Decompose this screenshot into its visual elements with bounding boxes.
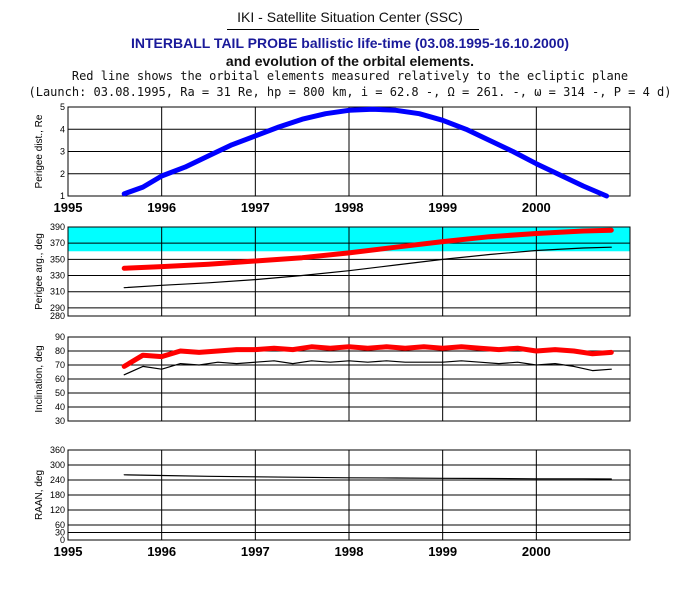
- x-tick-label: 1995: [54, 544, 83, 559]
- y-tick-label: 40: [55, 402, 65, 412]
- y-tick-label: 90: [55, 332, 65, 342]
- y-tick-label: 80: [55, 346, 65, 356]
- y-tick-label: 330: [50, 271, 65, 281]
- y-tick-label: 180: [50, 490, 65, 500]
- x-tick-label: 1997: [241, 200, 270, 215]
- y-axis-label: Inclination, deg: [34, 345, 45, 412]
- note-line: Red line shows the orbital elements meas…: [71, 69, 629, 83]
- y-tick-label: 370: [50, 238, 65, 248]
- plot-frame: [67, 106, 631, 197]
- y-tick-label: 70: [55, 360, 65, 370]
- y-tick-label: 280: [50, 311, 65, 321]
- plot-frame: [67, 449, 631, 541]
- plot-frame: [67, 226, 631, 317]
- series-line-black: [123, 474, 612, 480]
- y-tick-label: 390: [50, 222, 65, 232]
- x-tick-label: 2000: [522, 544, 551, 559]
- y-tick-label: 30: [55, 416, 65, 426]
- y-tick-label: 60: [55, 374, 65, 384]
- series-line-black: [123, 360, 612, 376]
- y-tick-label: 310: [50, 287, 65, 297]
- y-tick-label: 4: [60, 124, 65, 134]
- series-line-red: [121, 227, 614, 271]
- series-line-black: [123, 246, 612, 289]
- x-tick-label: 1999: [428, 544, 457, 559]
- y-tick-label: 5: [60, 102, 65, 112]
- y-tick-label: 2: [60, 169, 65, 179]
- x-tick-label: 1995: [54, 200, 83, 215]
- title-underline: [227, 29, 479, 30]
- x-tick-label: 2000: [522, 200, 551, 215]
- y-tick-label: 120: [50, 505, 65, 515]
- y-tick-label: 360: [50, 445, 65, 455]
- chart-subtitle: INTERBALL TAIL PROBE ballistic life-time…: [130, 35, 570, 51]
- y-tick-label: 60: [55, 520, 65, 530]
- page-title: IKI - Satellite Situation Center (SSC): [237, 9, 463, 25]
- x-tick-label: 1997: [241, 544, 270, 559]
- y-axis-label: Perigee dist., Re: [34, 114, 45, 188]
- x-tick-label: 1998: [335, 200, 364, 215]
- subtitle-line-2: and evolution of the orbital elements.: [225, 53, 475, 69]
- y-tick-label: 300: [50, 460, 65, 470]
- y-tick-label: 350: [50, 254, 65, 264]
- series-line-red: [121, 344, 614, 369]
- y-tick-label: 1: [60, 191, 65, 201]
- x-tick-label: 1999: [428, 200, 457, 215]
- y-tick-label: 0: [60, 535, 65, 545]
- x-tick-label: 1996: [147, 544, 176, 559]
- y-axis-label: RAAN, deg: [34, 470, 45, 520]
- y-axis-label: Perigee arg., deg: [34, 233, 45, 310]
- x-tick-label: 1998: [335, 544, 364, 559]
- plot-frame: [67, 336, 631, 422]
- series-line-blue: [121, 106, 610, 199]
- y-tick-label: 240: [50, 475, 65, 485]
- y-tick-label: 290: [50, 303, 65, 313]
- y-tick-label: 50: [55, 388, 65, 398]
- y-tick-label: 30: [55, 528, 65, 538]
- y-tick-label: 3: [60, 147, 65, 157]
- launch-params-line: (Launch: 03.08.1995, Ra = 31 Re, hp = 80…: [28, 85, 672, 99]
- x-tick-label: 1996: [147, 200, 176, 215]
